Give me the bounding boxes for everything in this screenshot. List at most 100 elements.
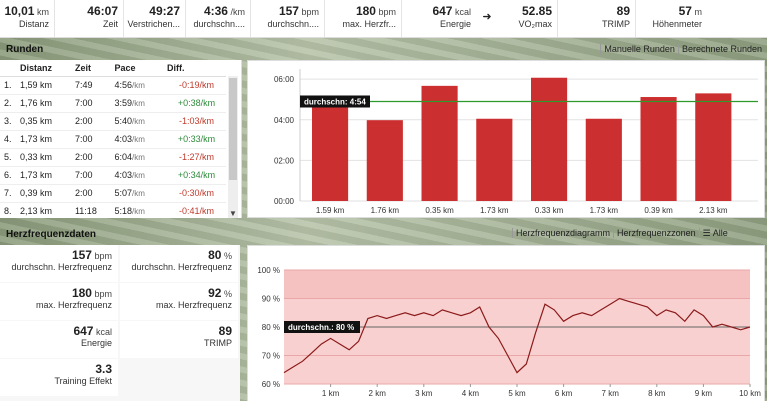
col-diff: Diff. <box>162 60 226 77</box>
lap-time: 2:00 <box>70 148 111 167</box>
laps-scrollbar[interactable]: ▼ <box>228 76 238 218</box>
lap-diff: -1:03/km <box>162 112 226 131</box>
laps-table-panel: Distanz Zeit Pace Diff. 1. 1,59 km 7:49 4:5… <box>0 60 242 218</box>
laps-section-title: Runden <box>6 44 44 55</box>
lap-time: 7:00 <box>70 130 111 149</box>
lap-number: 8. <box>0 202 16 218</box>
calculated-laps-link[interactable]: Berechnete Runden <box>677 44 765 54</box>
all-link[interactable]: ☰ Alle <box>698 228 731 238</box>
hr-section-title: Herzfrequenzdaten <box>6 229 97 240</box>
lap-time: 11:18 <box>70 202 111 218</box>
lap-diff: +0:33/km <box>162 130 226 149</box>
pace-chart-panel: 00:00 02:00 04:00 06:00 1.59 km 1.76 km 0.35 k… <box>247 60 765 218</box>
lap-diff: -0:41/km <box>162 202 226 218</box>
lap-number: 3. <box>0 112 16 131</box>
lap-row[interactable]: 2. 1,76 km 7:00 3:59/km +0:38/km <box>0 94 226 113</box>
lap-pace: 5:07/km <box>110 184 163 203</box>
lap-row[interactable]: 3. 0,35 km 2:00 5:40/km -1:03/km <box>0 112 226 131</box>
lap-pace: 3:59/km <box>110 94 163 113</box>
hr-diagram-link[interactable]: Herzfrequenzdiagramm <box>512 228 614 238</box>
x-tick-label: 10 km <box>739 389 761 398</box>
pace-unit: /km <box>131 153 145 162</box>
pace-bar <box>585 118 622 201</box>
y-tick-label: 60 % <box>262 380 280 389</box>
lap-pace: 4:56/km <box>110 76 163 95</box>
pace-bar <box>531 77 568 201</box>
lap-diff: -1:27/km <box>162 148 226 167</box>
zone-band-high <box>284 270 750 299</box>
pace-unit: /km <box>131 135 145 144</box>
y-tick-label: 06:00 <box>274 75 295 84</box>
average-label: durchschn.: 80 % <box>288 323 354 332</box>
hr-cell-training-effect: 3.3 Training Effekt <box>0 359 118 396</box>
lap-distance: 0,39 km <box>16 184 71 203</box>
x-tick-label: 2.13 km <box>699 206 728 215</box>
menu-icon: ☰ <box>702 228 713 238</box>
x-tick-label: 1.59 km <box>316 206 345 215</box>
lap-pace: 4:03/km <box>110 130 163 149</box>
hr-cell-avg-pct: 80 % durchschn. Herzfrequenz <box>120 245 238 282</box>
pace-unit: /km <box>131 171 145 180</box>
lap-number: 4. <box>0 130 16 149</box>
y-tick-label: 80 % <box>262 323 280 332</box>
pace-value: 4:03 <box>114 134 132 144</box>
pace-bar <box>312 100 349 201</box>
x-tick-label: 1.73 km <box>590 206 619 215</box>
stat-elevation: 57 m Höhenmeter <box>652 4 702 29</box>
lap-row[interactable]: 5. 0,33 km 2:00 6:04/km -1:27/km <box>0 148 226 167</box>
lap-row[interactable]: 6. 1,73 km 7:00 4:03/km +0:34/km <box>0 166 226 185</box>
average-label-box <box>284 321 360 333</box>
stat-avg-hr: 157 bpm durchschn.... <box>251 0 325 37</box>
x-tick-label: 9 km <box>695 389 713 398</box>
lap-time: 2:00 <box>70 112 111 131</box>
pace-unit: /km <box>131 117 145 126</box>
lap-diff: +0:34/km <box>162 166 226 185</box>
lap-row[interactable]: 7. 0,39 km 2:00 5:07/km -0:30/km <box>0 184 226 203</box>
hr-zones-link[interactable]: Herzfrequenzzonen <box>613 228 699 238</box>
laps-table: Distanz Zeit Pace Diff. 1. 1,59 km 7:49 4:5… <box>0 60 226 218</box>
x-tick-label: 1 km <box>322 389 340 398</box>
pace-bar <box>421 85 458 201</box>
x-tick-label: 0.39 km <box>644 206 673 215</box>
pace-value: 4:56 <box>114 80 132 90</box>
hr-line-chart: 60 % 70 % 80 % 90 % 100 % 1 km 2 km 3 km 4 km 5 k… <box>257 266 761 398</box>
pace-bar-chart: 00:00 02:00 04:00 06:00 1.59 km 1.76 km 0.35 k… <box>274 69 758 215</box>
x-tick-label: 1.76 km <box>371 206 400 215</box>
average-label: durchschn: 4:54 <box>304 97 366 106</box>
hr-cell-trimp: 89 TRIMP <box>120 321 238 358</box>
lap-distance: 0,35 km <box>16 112 71 131</box>
lap-distance: 1,59 km <box>16 76 71 95</box>
pace-unit: /km <box>131 99 145 108</box>
lap-number: 2. <box>0 94 16 113</box>
lap-distance: 1,76 km <box>16 94 71 113</box>
lap-diff: -0:19/km <box>162 76 226 95</box>
lap-diff: -0:30/km <box>162 184 226 203</box>
lap-row[interactable]: 1. 1,59 km 7:49 4:56/km -0:19/km <box>0 76 226 95</box>
lap-time: 7:00 <box>70 94 111 113</box>
y-tick-label: 100 % <box>257 266 280 275</box>
x-tick-label: 5 km <box>508 389 526 398</box>
pace-bar <box>476 118 513 201</box>
lap-pace: 4:03/km <box>110 166 163 185</box>
lap-row[interactable]: 4. 1,73 km 7:00 4:03/km +0:33/km <box>0 130 226 149</box>
stat-max-hr: 180 bpm max. Herzfr... <box>325 0 402 37</box>
pace-value: 5:07 <box>114 188 132 198</box>
pace-bar <box>640 97 677 201</box>
col-time: Zeit <box>70 60 111 77</box>
col-distance: Distanz <box>16 60 71 77</box>
arrow-right-icon: ➜ <box>482 11 492 23</box>
y-tick-label: 04:00 <box>274 116 295 125</box>
laps-view-links: Manuelle Runden Berechnete Runden <box>600 44 765 54</box>
hr-series-line <box>283 297 751 374</box>
expand-arrow-button[interactable]: ➜ <box>476 0 498 37</box>
lap-distance: 2,13 km <box>16 202 71 218</box>
lap-distance: 0,33 km <box>16 148 71 167</box>
hr-cell-max-bpm: 180 bpm max. Herzfrequenz <box>0 283 118 320</box>
lap-row[interactable]: 8. 2,13 km 11:18 5:18/km -0:41/km <box>0 202 226 218</box>
scrollbar-thumb[interactable] <box>229 78 237 180</box>
scroll-down-icon[interactable]: ▼ <box>229 209 237 218</box>
manual-laps-link[interactable]: Manuelle Runden <box>600 44 678 54</box>
lap-pace: 5:18/km <box>110 202 163 218</box>
lap-number: 7. <box>0 184 16 203</box>
